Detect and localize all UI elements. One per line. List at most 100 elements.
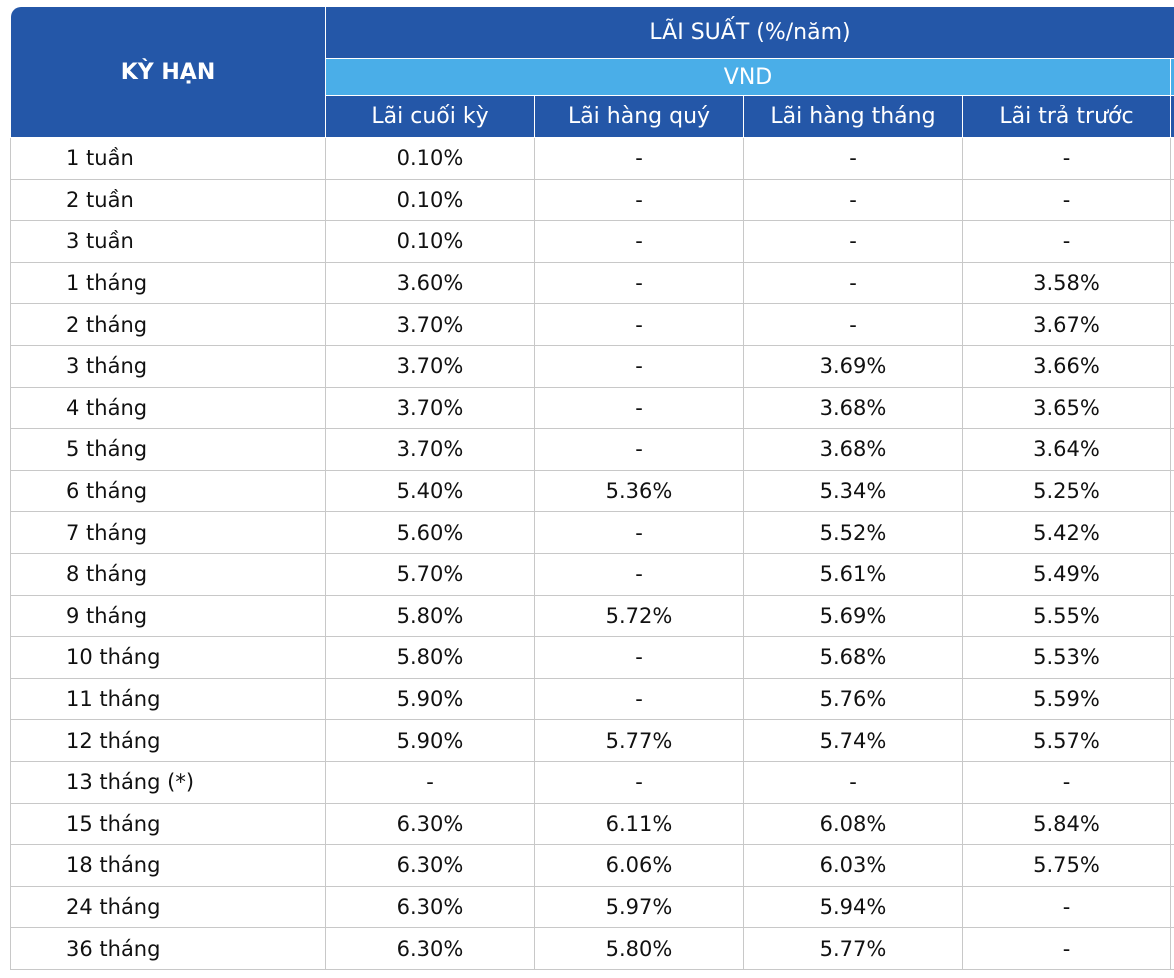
rate-cell: 6.30% bbox=[325, 885, 535, 929]
table-row: 3 tuần 0.10% - - - bbox=[10, 220, 1174, 263]
rate-cell: 5.90% bbox=[325, 677, 535, 721]
table-row: 15 tháng 6.30% 6.11% 6.08% 5.84% bbox=[10, 802, 1174, 846]
table-row: 1 tuần 0.10% - - - bbox=[10, 137, 1174, 180]
rate-cell: 5.94% bbox=[743, 885, 963, 929]
rate-cell: 5.60% bbox=[325, 511, 535, 554]
rate-cell: - bbox=[962, 927, 1171, 970]
table-row: 11 tháng 5.90% -5.76% 5.59% bbox=[10, 677, 1174, 721]
rate-cell: 6.06% bbox=[534, 844, 744, 887]
cut-cell bbox=[1170, 552, 1174, 596]
rate-cell: 5.84% bbox=[962, 802, 1171, 846]
cut-cell bbox=[1170, 386, 1174, 430]
table-row: 4 tháng 3.70% -3.68% 3.65% bbox=[10, 386, 1174, 430]
cut-cell bbox=[1170, 594, 1174, 638]
cut-cell bbox=[1170, 220, 1174, 263]
rate-cell: 5.90% bbox=[325, 719, 535, 762]
rate-cell: - bbox=[962, 220, 1171, 263]
rate-cell: 5.80% bbox=[325, 636, 535, 679]
table-row: 1 tháng 3.60% - -3.58% bbox=[10, 261, 1174, 305]
rate-cell: 5.80% bbox=[325, 594, 535, 638]
cut-cell bbox=[1170, 303, 1174, 346]
rate-cell: - bbox=[962, 178, 1171, 222]
rate-cell: 3.68% bbox=[743, 428, 963, 471]
term-cell: 7 tháng bbox=[10, 511, 326, 554]
rate-cell: - bbox=[534, 511, 744, 554]
table-row: 5 tháng 3.70% -3.68% 3.64% bbox=[10, 428, 1174, 471]
term-cell: 2 tháng bbox=[10, 303, 326, 346]
rate-cell: 3.69% bbox=[743, 344, 963, 388]
term-cell: 36 tháng bbox=[10, 927, 326, 970]
rate-cell: 5.77% bbox=[743, 927, 963, 970]
rate-cell: 6.08% bbox=[743, 802, 963, 846]
table-row: 9 tháng 5.80% 5.72% 5.69% 5.55% bbox=[10, 594, 1174, 638]
table-row: 12 tháng 5.90% 5.77% 5.74% 5.57% bbox=[10, 719, 1174, 762]
rate-cell: 0.10% bbox=[325, 178, 535, 222]
cut-cell bbox=[1170, 261, 1174, 305]
table-row: 7 tháng 5.60% -5.52% 5.42% bbox=[10, 511, 1174, 554]
rate-cell: 6.03% bbox=[743, 844, 963, 887]
cut-cell bbox=[1170, 802, 1174, 846]
term-cell: 6 tháng bbox=[10, 469, 326, 513]
rate-table: KỲ HẠN LÃI SUẤT (%/năm) VND Lãi cuối kỳ L… bbox=[10, 6, 1174, 970]
rate-cell: 0.10% bbox=[325, 220, 535, 263]
rate-cell: - bbox=[534, 552, 744, 596]
rate-cell: - bbox=[743, 261, 963, 305]
term-header: KỲ HẠN bbox=[10, 6, 326, 138]
rate-cell: 6.11% bbox=[534, 802, 744, 846]
rate-cell: - bbox=[743, 178, 963, 222]
term-cell: 18 tháng bbox=[10, 844, 326, 887]
cut-cell bbox=[1170, 927, 1174, 970]
rate-cell: - bbox=[534, 760, 744, 804]
rate-cell: 5.34% bbox=[743, 469, 963, 513]
rate-cell: 5.97% bbox=[534, 885, 744, 929]
rate-cell: 6.30% bbox=[325, 802, 535, 846]
table-header: KỲ HẠN LÃI SUẤT (%/năm) VND Lãi cuối kỳ L… bbox=[10, 6, 1174, 138]
table-row: 2 tuần 0.10% - - - bbox=[10, 178, 1174, 222]
rate-cell: - bbox=[534, 428, 744, 471]
cut-cell bbox=[1170, 428, 1174, 471]
rate-cell: 5.59% bbox=[962, 677, 1171, 721]
term-cell: 11 tháng bbox=[10, 677, 326, 721]
term-cell: 3 tuần bbox=[10, 220, 326, 263]
rate-cell: 3.58% bbox=[962, 261, 1171, 305]
rate-cell: 3.64% bbox=[962, 428, 1171, 471]
rate-cell: 3.68% bbox=[743, 386, 963, 430]
cut-cell bbox=[1170, 469, 1174, 513]
cut-cell bbox=[1170, 719, 1174, 762]
table-row: 3 tháng 3.70% -3.69% 3.66% bbox=[10, 344, 1174, 388]
rate-cell: 5.68% bbox=[743, 636, 963, 679]
rate-cell: 5.72% bbox=[534, 594, 744, 638]
currency-header: VND bbox=[325, 58, 1171, 96]
column-header: Lãi hàng quý bbox=[534, 95, 744, 138]
rate-cell: 5.42% bbox=[962, 511, 1171, 554]
column-header: Lãi cuối kỳ bbox=[325, 95, 535, 138]
term-cell: 10 tháng bbox=[10, 636, 326, 679]
rate-cell: - bbox=[743, 137, 963, 180]
table-row: 6 tháng 5.40% 5.36% 5.34% 5.25% bbox=[10, 469, 1174, 513]
cut-cell bbox=[1170, 636, 1174, 679]
term-cell: 15 tháng bbox=[10, 802, 326, 846]
rate-cell: 3.70% bbox=[325, 303, 535, 346]
column-header: Lãi trả trước bbox=[962, 95, 1171, 138]
term-cell: 1 tháng bbox=[10, 261, 326, 305]
cut-cell bbox=[1170, 58, 1174, 96]
rate-cell: 3.67% bbox=[962, 303, 1171, 346]
cut-cell bbox=[1170, 511, 1174, 554]
cut-cell bbox=[1170, 137, 1174, 180]
rate-cell: 3.70% bbox=[325, 386, 535, 430]
cut-cell bbox=[1170, 178, 1174, 222]
rate-cell: - bbox=[534, 220, 744, 263]
cut-cell bbox=[1170, 677, 1174, 721]
table-row: 13 tháng (*) - - - - bbox=[10, 760, 1174, 804]
cut-cell bbox=[1170, 885, 1174, 929]
cut-cell bbox=[1170, 95, 1174, 138]
rate-cell: - bbox=[743, 760, 963, 804]
column-header: Lãi hàng tháng bbox=[743, 95, 963, 138]
rate-cell: - bbox=[962, 885, 1171, 929]
term-cell: 2 tuần bbox=[10, 178, 326, 222]
table-row: 24 tháng 6.30% 5.97% 5.94% - bbox=[10, 885, 1174, 929]
rate-cell: 3.65% bbox=[962, 386, 1171, 430]
term-cell: 3 tháng bbox=[10, 344, 326, 388]
rate-cell: 5.74% bbox=[743, 719, 963, 762]
rate-cell: - bbox=[534, 178, 744, 222]
